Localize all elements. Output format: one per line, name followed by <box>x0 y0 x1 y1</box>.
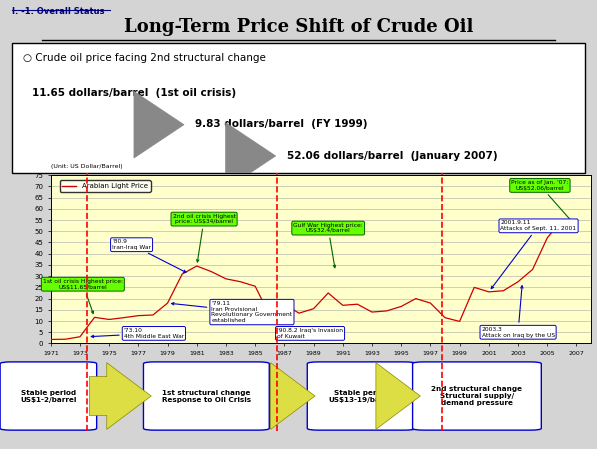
Text: 2nd oil crisis Highest
price: US$34/barrel: 2nd oil crisis Highest price: US$34/barr… <box>173 214 236 262</box>
Text: Price as of Jan. '07:
US$52.06/barrel: Price as of Jan. '07: US$52.06/barrel <box>511 180 574 224</box>
Text: 2003.3
Attack on Iraq by the US: 2003.3 Attack on Iraq by the US <box>482 286 555 338</box>
Text: Gulf War Highest price:
US$32.4/barrel: Gulf War Highest price: US$32.4/barrel <box>293 223 363 268</box>
Text: '80.9
Iran-Iraq War: '80.9 Iran-Iraq War <box>112 239 186 272</box>
Legend: Arabian Light Price: Arabian Light Price <box>60 180 150 192</box>
Text: Stable period
US$13-19/barrel: Stable period US$13-19/barrel <box>328 390 395 402</box>
Text: 11.65 dollars/barrel  (1st oil crisis): 11.65 dollars/barrel (1st oil crisis) <box>32 88 236 98</box>
Text: '90.8.2 Iraq's Invasion
of Kuwait: '90.8.2 Iraq's Invasion of Kuwait <box>277 328 343 339</box>
Text: I. -1. Overall Status: I. -1. Overall Status <box>12 7 104 16</box>
FancyArrowPatch shape <box>376 363 420 429</box>
Text: Stable period
US$1-2/barrel: Stable period US$1-2/barrel <box>20 390 76 402</box>
FancyBboxPatch shape <box>307 362 416 430</box>
FancyArrowPatch shape <box>90 363 151 429</box>
Text: '79.11
Iran Provisional
Revolutionary Government
established: '79.11 Iran Provisional Revolutionary Go… <box>171 301 293 323</box>
FancyArrowPatch shape <box>226 123 276 189</box>
Text: 1st oil crisis Highest price:
US$11.65/barrel: 1st oil crisis Highest price: US$11.65/b… <box>43 279 123 313</box>
FancyArrowPatch shape <box>270 363 315 429</box>
FancyBboxPatch shape <box>143 362 269 430</box>
FancyBboxPatch shape <box>12 43 585 173</box>
Text: (Unit: US Dollar/Barrel): (Unit: US Dollar/Barrel) <box>51 164 122 169</box>
Text: ○ Crude oil price facing 2nd structural change: ○ Crude oil price facing 2nd structural … <box>23 53 266 63</box>
Text: 2nd structural change
Structural supply/
demand pressure: 2nd structural change Structural supply/… <box>432 386 522 406</box>
FancyBboxPatch shape <box>413 362 541 430</box>
FancyBboxPatch shape <box>0 362 97 430</box>
Text: 9.83 dollars/barrel  (FY 1999): 9.83 dollars/barrel (FY 1999) <box>195 119 368 129</box>
FancyArrowPatch shape <box>134 91 184 158</box>
Text: 52.06 dollars/barrel  (January 2007): 52.06 dollars/barrel (January 2007) <box>287 151 498 161</box>
Text: 1st structural change
Response to Oil Crisis: 1st structural change Response to Oil Cr… <box>162 390 251 402</box>
Text: '73.10
4th Middle East War: '73.10 4th Middle East War <box>91 328 184 339</box>
Text: 2001.9.11
Attacks of Sept. 11, 2001: 2001.9.11 Attacks of Sept. 11, 2001 <box>491 220 577 289</box>
Text: Long-Term Price Shift of Crude Oil: Long-Term Price Shift of Crude Oil <box>124 18 473 36</box>
